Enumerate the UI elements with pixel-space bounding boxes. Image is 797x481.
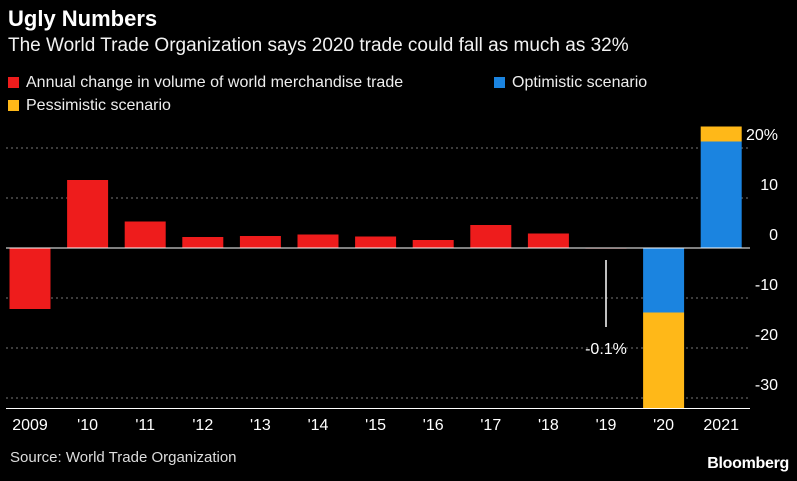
y-tick-label: -10 (755, 277, 778, 294)
x-tick-label: '18 (538, 417, 559, 434)
annotation-label: -0.1% (585, 341, 627, 358)
chart-subtitle: The World Trade Organization says 2020 t… (8, 35, 629, 56)
x-tick-label: '10 (77, 417, 98, 434)
chart-title: Ugly Numbers (8, 6, 158, 31)
bar-ee1c1c (527, 233, 569, 248)
x-tick-label: 2021 (703, 417, 739, 434)
y-tick-label: 10 (760, 177, 778, 194)
bar-ffb818 (643, 312, 685, 408)
bar-ffb818 (700, 126, 742, 142)
bar-ee1c1c (297, 234, 339, 248)
bar-1b84e0 (643, 248, 685, 313)
legend-swatch-optimistic (494, 77, 505, 88)
bar-ee1c1c (182, 237, 224, 248)
x-tick-label: 2009 (12, 417, 48, 434)
legend-swatch-pessimistic (8, 100, 19, 111)
y-tick-label: -20 (755, 327, 778, 344)
source-note: Source: World Trade Organization (10, 449, 237, 466)
x-tick-label: '11 (135, 417, 155, 434)
bar-ee1c1c (470, 225, 512, 248)
x-tick-label: '20 (653, 417, 674, 434)
y-tick-label: 0 (769, 227, 778, 244)
legend-item-pessimistic: Pessimistic scenario (8, 97, 171, 115)
x-tick-label: '16 (423, 417, 444, 434)
bar-ee1c1c (9, 248, 51, 309)
y-tick-label: 20% (746, 127, 778, 144)
legend-label-optimistic: Optimistic scenario (512, 74, 648, 91)
bar-ee1c1c (124, 221, 166, 248)
bar-ee1c1c (355, 236, 397, 248)
y-tick-label: -30 (755, 377, 778, 394)
legend-label-annual: Annual change in volume of world merchan… (26, 74, 404, 91)
bar-1b84e0 (700, 141, 742, 248)
legend-item-annual: Annual change in volume of world merchan… (8, 74, 403, 92)
x-tick-label: '15 (365, 417, 386, 434)
bar-ee1c1c (239, 236, 281, 248)
legend-swatch-annual (8, 77, 19, 88)
x-tick-label: '13 (250, 417, 271, 434)
legend-item-optimistic: Optimistic scenario (494, 74, 647, 92)
bar-ee1c1c (412, 240, 454, 248)
x-tick-label: '19 (596, 417, 617, 434)
bar-ee1c1c (67, 180, 109, 248)
x-tick-label: '12 (192, 417, 213, 434)
bloomberg-logo: Bloomberg (707, 455, 789, 472)
x-tick-label: '17 (480, 417, 501, 434)
legend-label-pessimistic: Pessimistic scenario (26, 97, 171, 114)
x-tick-label: '14 (308, 417, 329, 434)
